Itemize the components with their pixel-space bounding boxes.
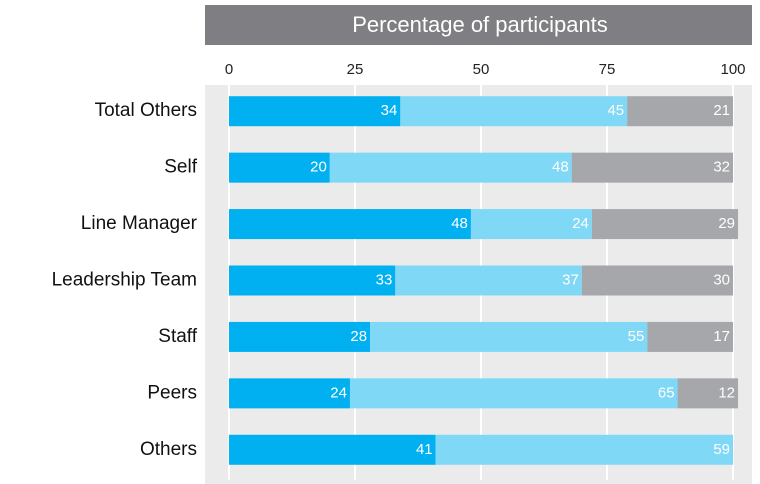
data-label: 45 xyxy=(607,102,624,119)
bar-segment xyxy=(581,265,733,296)
x-tick-label: 100 xyxy=(720,61,745,78)
y-tick-label: Peers xyxy=(147,382,197,403)
title-banner xyxy=(205,5,752,45)
data-label: 30 xyxy=(713,271,730,288)
bar-segment xyxy=(229,378,350,409)
bar-segment xyxy=(349,378,678,409)
bar-segment xyxy=(395,265,582,296)
data-label: 65 xyxy=(658,384,675,401)
bar-segment xyxy=(229,96,401,127)
data-label: 34 xyxy=(381,102,398,119)
data-label: 21 xyxy=(713,102,730,119)
bar-segment xyxy=(647,321,733,352)
y-tick-label: Self xyxy=(164,157,197,178)
y-tick-label: Leadership Team xyxy=(52,270,197,291)
data-label: 55 xyxy=(628,328,645,345)
data-label: 41 xyxy=(416,441,433,458)
data-label: 12 xyxy=(718,384,735,401)
data-label: 48 xyxy=(552,159,569,176)
data-label: 37 xyxy=(562,271,579,288)
data-label: 32 xyxy=(713,159,730,176)
data-label: 33 xyxy=(376,271,393,288)
x-tick-label: 50 xyxy=(473,61,490,78)
bar-segment xyxy=(571,152,733,183)
y-tick-label: Total Others xyxy=(95,100,197,121)
data-label: 28 xyxy=(350,328,367,345)
x-tick-label: 75 xyxy=(599,61,616,78)
y-tick-label: Line Manager xyxy=(81,213,198,234)
data-label: 59 xyxy=(713,441,730,458)
bar-segment xyxy=(677,378,739,409)
bar-segment xyxy=(229,209,471,240)
data-label: 17 xyxy=(713,328,730,345)
chart-title: Percentage of participants xyxy=(352,12,608,37)
bar-segment xyxy=(370,321,648,352)
bar-segment xyxy=(435,434,733,465)
bar-segment xyxy=(400,96,628,127)
y-tick-label: Staff xyxy=(158,326,197,347)
x-tick-label: 0 xyxy=(225,61,233,78)
data-label: 20 xyxy=(310,159,327,176)
bar-segment xyxy=(329,152,572,183)
bar-segment xyxy=(470,209,592,240)
bar-segment xyxy=(229,434,436,465)
bar-segment xyxy=(229,321,371,352)
data-label: 24 xyxy=(330,384,347,401)
data-label: 24 xyxy=(572,215,589,232)
data-label: 29 xyxy=(718,215,735,232)
data-label: 48 xyxy=(451,215,468,232)
x-tick-label: 25 xyxy=(347,61,364,78)
bar-segment xyxy=(627,96,733,127)
y-tick-label: Others xyxy=(140,439,197,460)
bar-segment xyxy=(591,209,739,240)
bar-segment xyxy=(229,152,330,183)
bar-segment xyxy=(229,265,396,296)
